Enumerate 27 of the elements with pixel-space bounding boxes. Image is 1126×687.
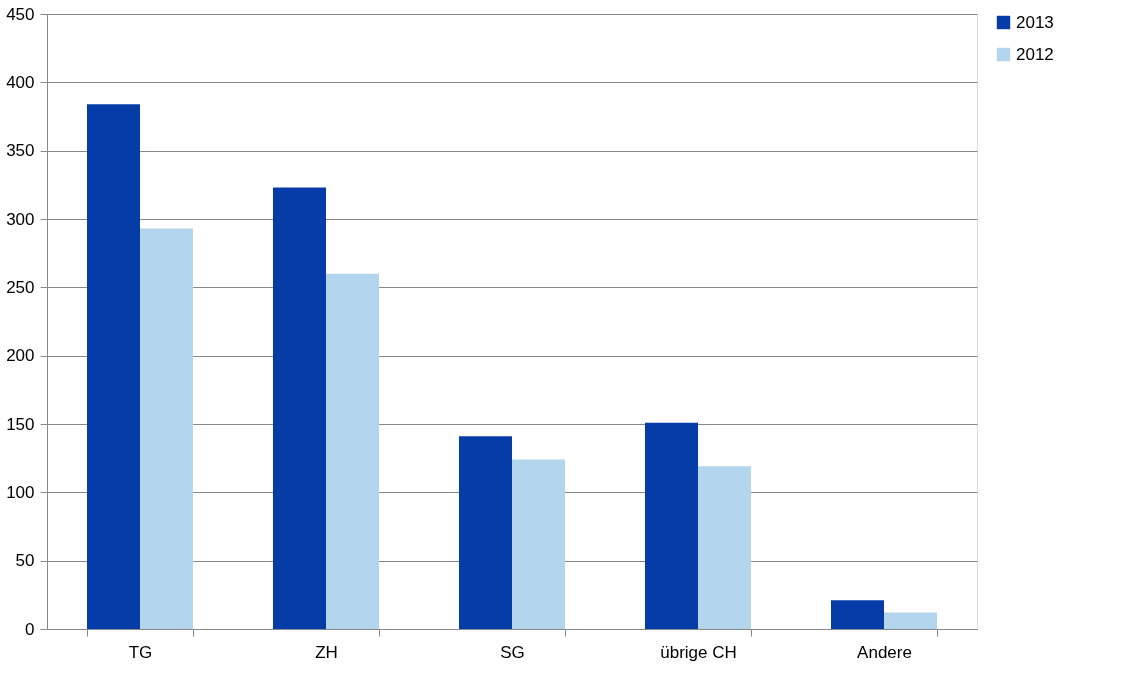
x-tick-label: Andere [857, 642, 912, 662]
y-tick-label: 100 [6, 482, 35, 502]
bar [272, 187, 326, 629]
x-tick-label: SG [500, 642, 525, 662]
bar [512, 459, 566, 629]
legend-label: 2013 [1016, 12, 1054, 32]
bar [884, 612, 938, 629]
bar [830, 600, 884, 629]
y-tick-label: 400 [6, 72, 35, 92]
x-tick-label: ZH [315, 642, 338, 662]
bar [698, 466, 752, 629]
y-tick-label: 0 [25, 619, 35, 639]
y-tick-label: 450 [6, 4, 35, 24]
y-tick-label: 300 [6, 209, 35, 229]
y-tick-label: 350 [6, 141, 35, 161]
y-tick-label: 150 [6, 414, 35, 434]
bar [326, 273, 380, 629]
bar [644, 422, 698, 629]
bar [86, 104, 140, 629]
bar [458, 436, 512, 629]
y-tick-label: 250 [6, 277, 35, 297]
y-tick-label: 200 [6, 346, 35, 366]
bar [140, 228, 194, 629]
legend-label: 2012 [1016, 44, 1054, 64]
y-tick-label: 50 [15, 551, 35, 571]
x-tick-label: TG [128, 642, 153, 662]
x-tick-label: übrige CH [660, 642, 737, 662]
